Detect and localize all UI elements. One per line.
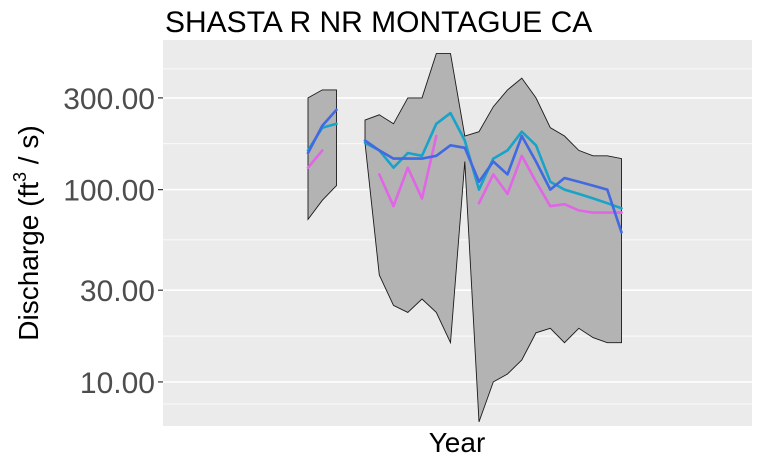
y-axis-title: Discharge (ft3 / s) [10,125,44,340]
series-0-line-segment-1 [377,134,438,208]
y-tick-label-3: 300.00 [63,83,155,116]
y-tick-label-1: 30.00 [80,275,155,308]
series-1-line-segment-1 [363,111,623,210]
series-2-line-segment-1 [363,134,623,234]
series-0-line-segment-0 [306,149,324,169]
series-2-line-segment-0 [306,108,338,155]
y-tick-label-2: 100.00 [63,175,155,208]
series-0-line-segment-2 [477,154,623,214]
y-axis-title-superscript: 3 [10,172,30,182]
y-tick-label-0: 10.00 [80,367,155,400]
chart-title: SHASTA R NR MONTAGUE CA [165,6,592,39]
y-axis-title-tail: / s) [13,125,44,172]
range-band-segment-1 [364,53,622,423]
range-band [307,53,622,423]
x-axis-title: Year [429,427,486,458]
range-band-segment-0 [307,89,337,221]
y-axis-ticks: 10.00 30.00 100.00 300.00 [63,83,163,400]
y-axis-title-main: Discharge (ft [13,182,44,341]
series-lines [306,108,623,234]
